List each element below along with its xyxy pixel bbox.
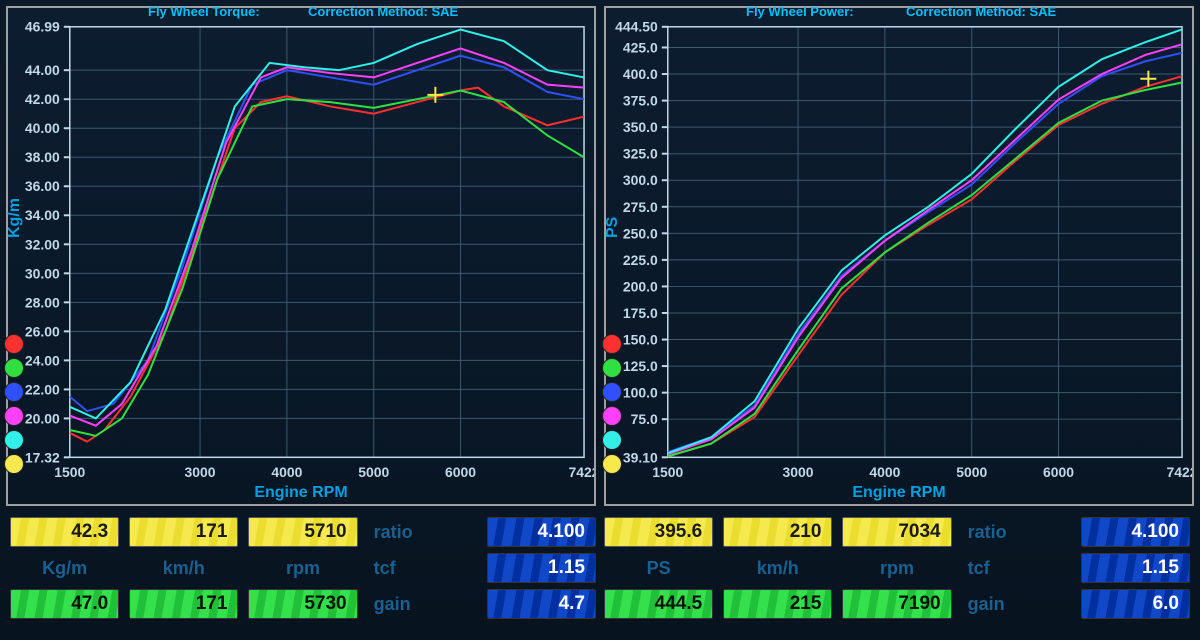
val-gain: 6.0 <box>1081 589 1190 619</box>
svg-text:350.0: 350.0 <box>623 119 658 135</box>
svg-text:17.32: 17.32 <box>25 449 60 465</box>
svg-text:32.00: 32.00 <box>25 236 60 252</box>
svg-text:75.0: 75.0 <box>631 411 658 427</box>
val-kmh2: 171 <box>129 589 238 619</box>
svg-text:225.0: 225.0 <box>623 252 658 268</box>
svg-text:4000: 4000 <box>271 464 302 480</box>
svg-text:7422: 7422 <box>569 464 594 480</box>
svg-text:275.0: 275.0 <box>623 199 658 215</box>
torque-chart: Fly Wheel Torque: Correction Method: SAE… <box>6 6 596 506</box>
col-label: tcf <box>368 558 477 579</box>
svg-text:6000: 6000 <box>445 464 476 480</box>
val-kmh: 210 <box>723 517 832 547</box>
svg-text:1500: 1500 <box>54 464 85 480</box>
svg-text:24.00: 24.00 <box>25 352 60 368</box>
svg-text:28.00: 28.00 <box>25 294 60 310</box>
svg-text:26.00: 26.00 <box>25 323 60 339</box>
col-label: ratio <box>368 522 477 543</box>
svg-text:5000: 5000 <box>956 464 987 480</box>
svg-text:39.10: 39.10 <box>623 449 658 465</box>
svg-text:20.00: 20.00 <box>25 410 60 426</box>
svg-text:6000: 6000 <box>1043 464 1074 480</box>
col-label: km/h <box>723 558 832 579</box>
col-label: rpm <box>842 558 951 579</box>
val-kmh2: 215 <box>723 589 832 619</box>
svg-text:3000: 3000 <box>185 464 216 480</box>
val-tcf: 1.15 <box>487 553 596 583</box>
power-chart: Fly Wheel Power: Correction Method: SAE … <box>604 6 1194 506</box>
col-label: Kg/m <box>10 558 119 579</box>
svg-text:125.0: 125.0 <box>623 358 658 374</box>
svg-text:22.00: 22.00 <box>25 381 60 397</box>
svg-text:44.00: 44.00 <box>25 62 60 78</box>
val-ratio: 4.100 <box>487 517 596 547</box>
val-ratio: 4.100 <box>1081 517 1190 547</box>
val-rpm: 5710 <box>248 517 357 547</box>
col-label: ratio <box>962 522 1071 543</box>
svg-text:300.0: 300.0 <box>623 172 658 188</box>
val-kg2: 444.5 <box>604 589 713 619</box>
svg-text:175.0: 175.0 <box>623 305 658 321</box>
svg-text:325.0: 325.0 <box>623 146 658 162</box>
val-kmh: 171 <box>129 517 238 547</box>
svg-text:34.00: 34.00 <box>25 207 60 223</box>
svg-text:444.50: 444.50 <box>615 19 658 35</box>
val-kg2: 47.0 <box>10 589 119 619</box>
svg-text:200.0: 200.0 <box>623 278 658 294</box>
svg-text:150.0: 150.0 <box>623 332 658 348</box>
readout-left: 42.3 171 5710 ratio 4.100 Kg/m km/h rpmtcf 1.15 4… <box>10 516 596 620</box>
svg-text:38.00: 38.00 <box>25 149 60 165</box>
col-label: rpm <box>248 558 357 579</box>
svg-text:5000: 5000 <box>358 464 389 480</box>
svg-text:7422: 7422 <box>1167 464 1192 480</box>
val-rpm2: 5730 <box>248 589 357 619</box>
col-label: gain <box>368 594 477 615</box>
svg-text:30.00: 30.00 <box>25 265 60 281</box>
col-label: gain <box>962 594 1071 615</box>
svg-text:400.0: 400.0 <box>623 66 658 82</box>
readout-right: 395.6 210 7034 ratio 4.100 PS km/h rpmtcf 1.15 44… <box>604 516 1190 620</box>
svg-text:1500: 1500 <box>652 464 683 480</box>
val-gain: 4.7 <box>487 589 596 619</box>
svg-text:4000: 4000 <box>869 464 900 480</box>
val-kg: 42.3 <box>10 517 119 547</box>
val-kg: 395.6 <box>604 517 713 547</box>
svg-text:46.99: 46.99 <box>25 19 60 35</box>
svg-text:425.0: 425.0 <box>623 39 658 55</box>
svg-text:100.0: 100.0 <box>623 385 658 401</box>
svg-text:3000: 3000 <box>783 464 814 480</box>
svg-text:36.00: 36.00 <box>25 178 60 194</box>
val-rpm: 7034 <box>842 517 951 547</box>
col-label: tcf <box>962 558 1071 579</box>
col-label: PS <box>604 558 713 579</box>
readout-strip: 42.31715710ratio4.100Kg/mkm/hrpmtcf1.154… <box>0 506 1200 624</box>
svg-text:40.00: 40.00 <box>25 120 60 136</box>
svg-text:42.00: 42.00 <box>25 91 60 107</box>
svg-text:250.0: 250.0 <box>623 225 658 241</box>
col-label: km/h <box>129 558 238 579</box>
svg-text:375.0: 375.0 <box>623 93 658 109</box>
val-rpm2: 7190 <box>842 589 951 619</box>
val-tcf: 1.15 <box>1081 553 1190 583</box>
